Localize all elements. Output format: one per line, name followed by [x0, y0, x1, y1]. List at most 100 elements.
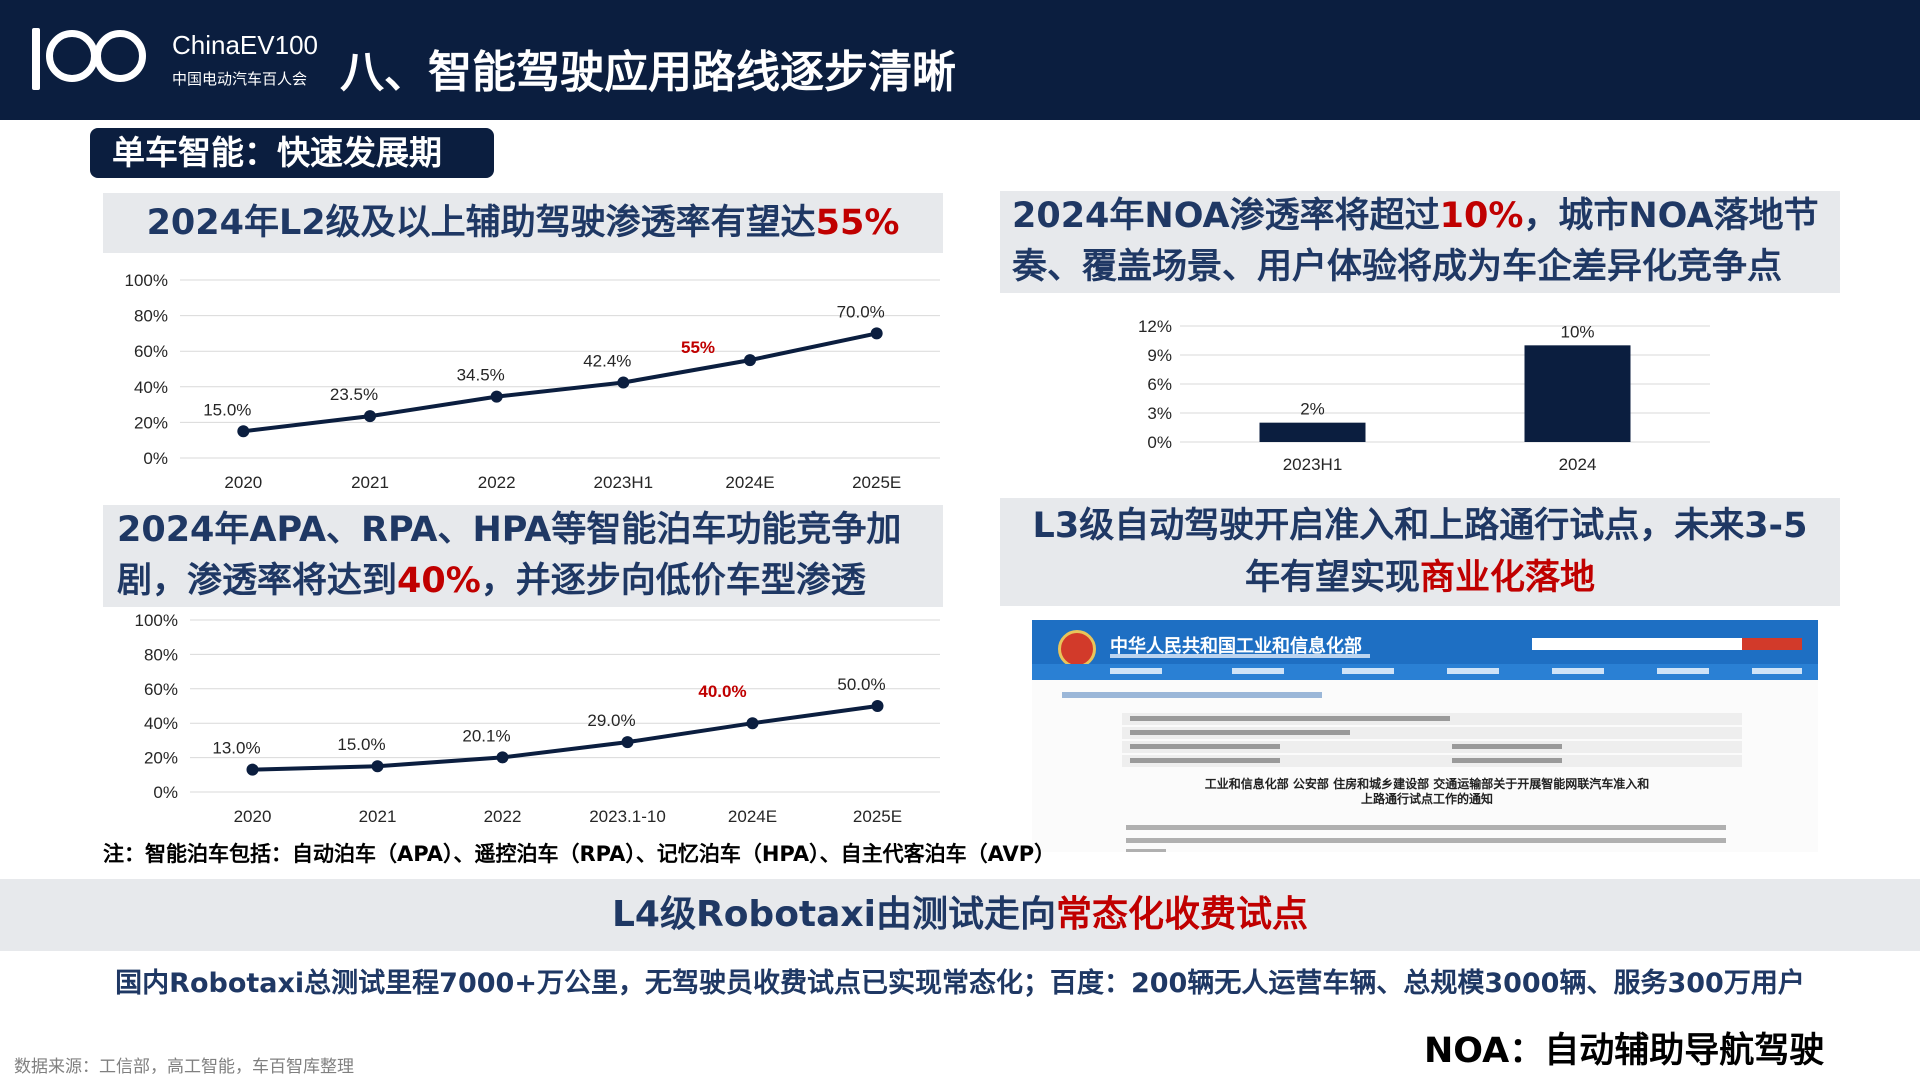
doc-heading-line1: 工业和信息化部 公安部 住房和城乡建设部 交通运输部关于开展智能网联汽车准入和 [1204, 777, 1650, 791]
data-point [744, 354, 756, 367]
series-line [252, 704, 878, 772]
doc-search-box [1532, 638, 1742, 650]
data-point [621, 736, 634, 749]
y-tick-label: 100% [125, 271, 168, 290]
data-point [364, 410, 376, 423]
y-tick-label: 20% [144, 749, 178, 768]
doc-body-line [1126, 825, 1726, 830]
x-tick-label: 2024 [1559, 455, 1597, 474]
x-tick-label: 2025E [853, 807, 902, 826]
doc-org-subtitle [1110, 654, 1370, 658]
y-tick-label: 20% [134, 413, 168, 432]
series-line [243, 331, 878, 434]
l4-title-highlight: 常态化收费试点 [1056, 894, 1309, 935]
l3-title-line1: L3级自动驾驶开启准入和上路通行试点，未来3-5 [1032, 506, 1808, 546]
parking-panel-title: 2024年APA、RPA、HPA等智能泊车功能竞争加 剧，渗透率将达到40%，并… [103, 505, 943, 607]
doc-meta-row [1122, 741, 1742, 753]
data-source: 数据来源：工信部，高工智能，车百智库整理 [14, 1057, 354, 1077]
y-tick-label: 12% [1138, 317, 1172, 336]
bar [1524, 345, 1631, 442]
l2-title-highlight: 55% [815, 203, 900, 243]
doc-heading-line2: 上路通行试点工作的通知 [1360, 792, 1493, 806]
l3-panel-title: L3级自动驾驶开启准入和上路通行试点，未来3-5 年有望实现商业化落地 [1000, 498, 1840, 606]
y-tick-label: 40% [144, 714, 178, 733]
data-label: 50.0% [837, 675, 885, 694]
y-tick-label: 0% [153, 783, 178, 802]
miit-notice-screenshot: 中华人民共和国工业和信息化部 工业和信息化部 公安部 住房和城乡建设部 交通运输… [1032, 620, 1818, 852]
doc-body-line [1126, 838, 1726, 843]
y-tick-label: 0% [143, 449, 168, 468]
page-title: 八、智能驾驶应用路线逐步清晰 [340, 47, 956, 98]
noa-title-highlight: 10% [1439, 196, 1524, 236]
x-tick-label: 2024E [728, 807, 777, 826]
data-label: 15.0% [203, 400, 251, 419]
l4-band: L4级Robotaxi由测试走向常态化收费试点 [0, 879, 1920, 951]
logo-ring-1 [46, 30, 98, 82]
y-tick-label: 60% [134, 342, 168, 361]
noa-title-text-2: ，城市NOA落地节 [1523, 196, 1819, 236]
logo-digit-one [32, 28, 40, 90]
doc-nav-item [1552, 668, 1604, 674]
l3-title-line2: 年有望实现商业化落地 [1000, 552, 1840, 604]
data-point [246, 763, 259, 776]
parking-title-line2: 剧，渗透率将达到40%，并逐步向低价车型渗透 [117, 556, 943, 607]
y-tick-label: 80% [144, 645, 178, 664]
doc-nav-item [1342, 668, 1394, 674]
noa-definition: NOA：自动辅助导航驾驶 [1424, 1031, 1825, 1071]
national-emblem-icon [1058, 630, 1096, 668]
y-tick-label: 60% [144, 680, 178, 699]
doc-body-line [1126, 849, 1166, 852]
data-label: 70.0% [837, 302, 885, 321]
data-label: 42.4% [583, 352, 631, 371]
doc-notice-heading: 工业和信息化部 公安部 住房和城乡建设部 交通运输部关于开展智能网联汽车准入和 … [1072, 777, 1782, 807]
bar [1259, 422, 1366, 442]
y-tick-label: 100% [135, 611, 178, 630]
y-tick-label: 6% [1147, 375, 1172, 394]
data-label: 2% [1300, 400, 1325, 419]
data-label: 34.5% [457, 366, 505, 385]
parking-note: 注：智能泊车包括：自动泊车（APA）、遥控泊车（RPA）、记忆泊车（HPA）、自… [103, 842, 1056, 866]
data-point [490, 390, 503, 403]
noa-title-line1: 2024年NOA渗透率将超过10%，城市NOA落地节 [1012, 191, 1840, 242]
data-point [871, 700, 884, 712]
doc-nav-item [1232, 668, 1284, 674]
data-label: 13.0% [212, 739, 260, 758]
parking-title-highlight: 40% [397, 561, 481, 601]
l4-detail: 国内Robotaxi总测试里程7000+万公里，无驾驶员收费试点已实现常态化；百… [115, 968, 1805, 999]
data-point [371, 760, 384, 773]
doc-meta-row [1122, 727, 1742, 739]
doc-meta-row [1122, 755, 1742, 767]
y-tick-label: 9% [1147, 346, 1172, 365]
data-point [870, 327, 883, 340]
x-tick-label: 2023H1 [594, 473, 654, 492]
doc-meta-row [1122, 713, 1742, 725]
x-tick-label: 2022 [478, 473, 516, 492]
data-label: 29.0% [587, 711, 635, 730]
doc-nav-item [1657, 668, 1709, 674]
x-tick-label: 2020 [224, 473, 262, 492]
logo-subtext: 中国电动汽车百人会 [172, 70, 308, 88]
data-label: 55% [681, 338, 715, 357]
logo-ring-2 [94, 30, 146, 82]
x-tick-label: 2025E [852, 473, 901, 492]
data-label: 15.0% [337, 735, 385, 754]
noa-title-line2: 奏、覆盖场景、用户体验将成为车企差异化竞争点 [1012, 247, 1783, 287]
parking-penetration-chart: 0% 20% 40% 60% 80% 100% 13.0% 2020 15.0% 2021 20.1… [135, 611, 940, 826]
x-tick-label: 2021 [351, 473, 389, 492]
l2-title-text: 2024年L2级及以上辅助驾驶渗透率有望达 [146, 203, 816, 243]
doc-org-name: 中华人民共和国工业和信息化部 [1110, 636, 1362, 657]
l3-title-highlight: 商业化落地 [1420, 558, 1596, 598]
data-point [617, 376, 630, 389]
y-tick-label: 3% [1147, 404, 1172, 423]
data-label: 20.1% [462, 726, 510, 745]
parking-title-text-2: ，并逐步向低价车型渗透 [480, 561, 866, 601]
x-tick-label: 2024E [725, 473, 774, 492]
doc-nav-item [1447, 668, 1499, 674]
l4-title-text: L4级Robotaxi由测试走向 [611, 894, 1056, 935]
y-tick-label: 0% [1147, 433, 1172, 452]
l2-penetration-chart: 0% 20% 40% 60% 80% 100% 15.0% 2020 23.5% 2021 34.5… [125, 271, 940, 492]
data-label: 40.0% [698, 682, 746, 701]
data-label: 23.5% [330, 385, 378, 404]
y-tick-label: 40% [134, 378, 168, 397]
x-tick-label: 2021 [359, 807, 397, 826]
